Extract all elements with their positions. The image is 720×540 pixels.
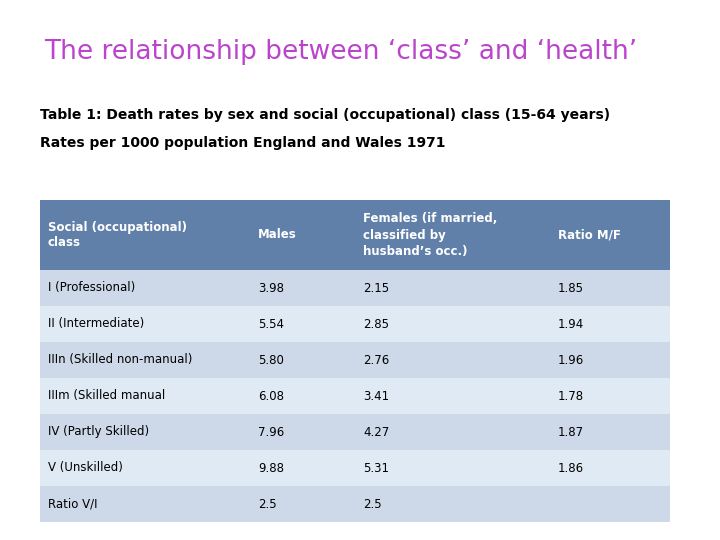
Bar <box>40 378 670 414</box>
Text: 6.08: 6.08 <box>258 389 284 402</box>
Text: 2.85: 2.85 <box>363 318 389 330</box>
Text: IIIm (Skilled manual: IIIm (Skilled manual <box>48 389 166 402</box>
Bar <box>40 486 670 522</box>
Text: IIIn (Skilled non-manual): IIIn (Skilled non-manual) <box>48 354 192 367</box>
Text: Table 1: Death rates by sex and social (occupational) class (15-64 years): Table 1: Death rates by sex and social (… <box>40 108 610 122</box>
Text: 1.85: 1.85 <box>558 281 584 294</box>
Text: 5.54: 5.54 <box>258 318 284 330</box>
Text: 3.41: 3.41 <box>363 389 389 402</box>
Text: 2.5: 2.5 <box>363 497 382 510</box>
Text: 1.78: 1.78 <box>558 389 584 402</box>
Text: 2.15: 2.15 <box>363 281 389 294</box>
Bar <box>40 342 670 378</box>
Bar <box>40 414 670 450</box>
Bar <box>40 450 670 486</box>
Text: 4.27: 4.27 <box>363 426 390 438</box>
Text: Ratio V/I: Ratio V/I <box>48 497 97 510</box>
Text: 7.96: 7.96 <box>258 426 284 438</box>
Text: 1.94: 1.94 <box>558 318 584 330</box>
Text: Ratio M/F: Ratio M/F <box>558 228 621 241</box>
Bar <box>40 270 670 306</box>
Text: Social (occupational)
class: Social (occupational) class <box>48 220 187 249</box>
Text: Rates per 1000 population England and Wales 1971: Rates per 1000 population England and Wa… <box>40 136 446 150</box>
Text: 5.80: 5.80 <box>258 354 284 367</box>
Text: IV (Partly Skilled): IV (Partly Skilled) <box>48 426 149 438</box>
Text: 5.31: 5.31 <box>363 462 389 475</box>
Text: V (Unskilled): V (Unskilled) <box>48 462 123 475</box>
Bar <box>40 306 670 342</box>
Text: Females (if married,
classified by
husband’s occ.): Females (if married, classified by husba… <box>363 213 498 258</box>
Text: 2.76: 2.76 <box>363 354 390 367</box>
Text: 1.86: 1.86 <box>558 462 584 475</box>
Text: 1.87: 1.87 <box>558 426 584 438</box>
Text: The relationship between ‘class’ and ‘health’: The relationship between ‘class’ and ‘he… <box>44 39 637 65</box>
Bar <box>40 200 670 270</box>
Text: 3.98: 3.98 <box>258 281 284 294</box>
Text: 1.96: 1.96 <box>558 354 584 367</box>
Text: I (Professional): I (Professional) <box>48 281 135 294</box>
Text: 9.88: 9.88 <box>258 462 284 475</box>
Text: 2.5: 2.5 <box>258 497 276 510</box>
Text: Males: Males <box>258 228 297 241</box>
Text: II (Intermediate): II (Intermediate) <box>48 318 144 330</box>
